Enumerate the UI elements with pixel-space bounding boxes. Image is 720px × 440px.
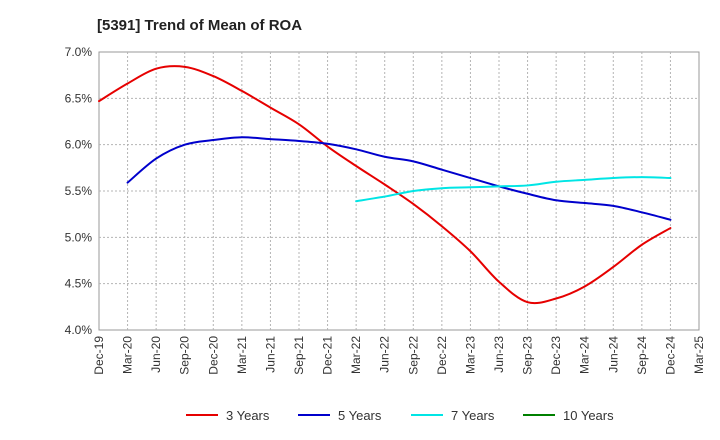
x-tick-label: Sep-21 bbox=[292, 336, 306, 375]
x-tick-label: Dec-22 bbox=[435, 336, 449, 375]
y-tick-label: 4.5% bbox=[65, 277, 93, 291]
series-line-3-years bbox=[98, 65, 672, 305]
x-tick-label: Mar-22 bbox=[349, 336, 363, 374]
series-lines bbox=[98, 65, 672, 305]
legend-label-10-years: 10 Years bbox=[563, 408, 614, 423]
x-tick-label: Sep-20 bbox=[178, 336, 192, 375]
x-tick-label: Mar-21 bbox=[235, 336, 249, 374]
x-tick-label: Jun-24 bbox=[606, 336, 620, 373]
x-tick-label: Mar-24 bbox=[578, 336, 592, 374]
y-tick-label: 6.0% bbox=[65, 138, 93, 152]
x-tick-label: Sep-22 bbox=[406, 336, 420, 375]
legend-label-3-years: 3 Years bbox=[226, 408, 270, 423]
x-axis-ticks: Dec-19 Mar-20 Jun-20 Sep-20 Dec-20 Mar-21 Jun-… bbox=[92, 336, 706, 375]
x-tick-label: Dec-19 bbox=[92, 336, 106, 375]
x-tick-label: Jun-20 bbox=[149, 336, 163, 373]
legend-label-5-years: 5 Years bbox=[338, 408, 382, 423]
x-tick-label: Mar-20 bbox=[121, 336, 135, 374]
x-tick-label: Mar-25 bbox=[692, 336, 706, 374]
y-tick-label: 6.5% bbox=[65, 91, 93, 105]
y-tick-label: 7.0% bbox=[65, 45, 93, 59]
series-line-7-years bbox=[355, 176, 672, 203]
y-axis-ticks: 7.0% 6.5% 6.0% 5.5% 5.0% 4.5% 4.0% bbox=[65, 45, 93, 337]
x-tick-label: Dec-23 bbox=[549, 336, 563, 375]
x-tick-label: Dec-21 bbox=[321, 336, 335, 375]
x-tick-label: Mar-23 bbox=[463, 336, 477, 374]
x-tick-label: Dec-24 bbox=[663, 336, 677, 375]
series-line-5-years bbox=[126, 136, 672, 221]
y-tick-label: 5.0% bbox=[65, 230, 93, 244]
y-tick-label: 4.0% bbox=[65, 323, 93, 337]
x-tick-label: Dec-20 bbox=[206, 336, 220, 375]
legend-label-7-years: 7 Years bbox=[451, 408, 495, 423]
y-tick-label: 5.5% bbox=[65, 184, 93, 198]
legend: 3 Years 5 Years 7 Years 10 Years bbox=[186, 408, 614, 423]
x-tick-label: Jun-21 bbox=[263, 336, 277, 373]
x-tick-label: Sep-24 bbox=[635, 336, 649, 375]
chart-title: [5391] Trend of Mean of ROA bbox=[97, 17, 302, 34]
x-tick-label: Jun-23 bbox=[492, 336, 506, 373]
grid-lines bbox=[99, 52, 699, 330]
x-tick-label: Sep-23 bbox=[521, 336, 535, 375]
x-tick-label: Jun-22 bbox=[378, 336, 392, 373]
